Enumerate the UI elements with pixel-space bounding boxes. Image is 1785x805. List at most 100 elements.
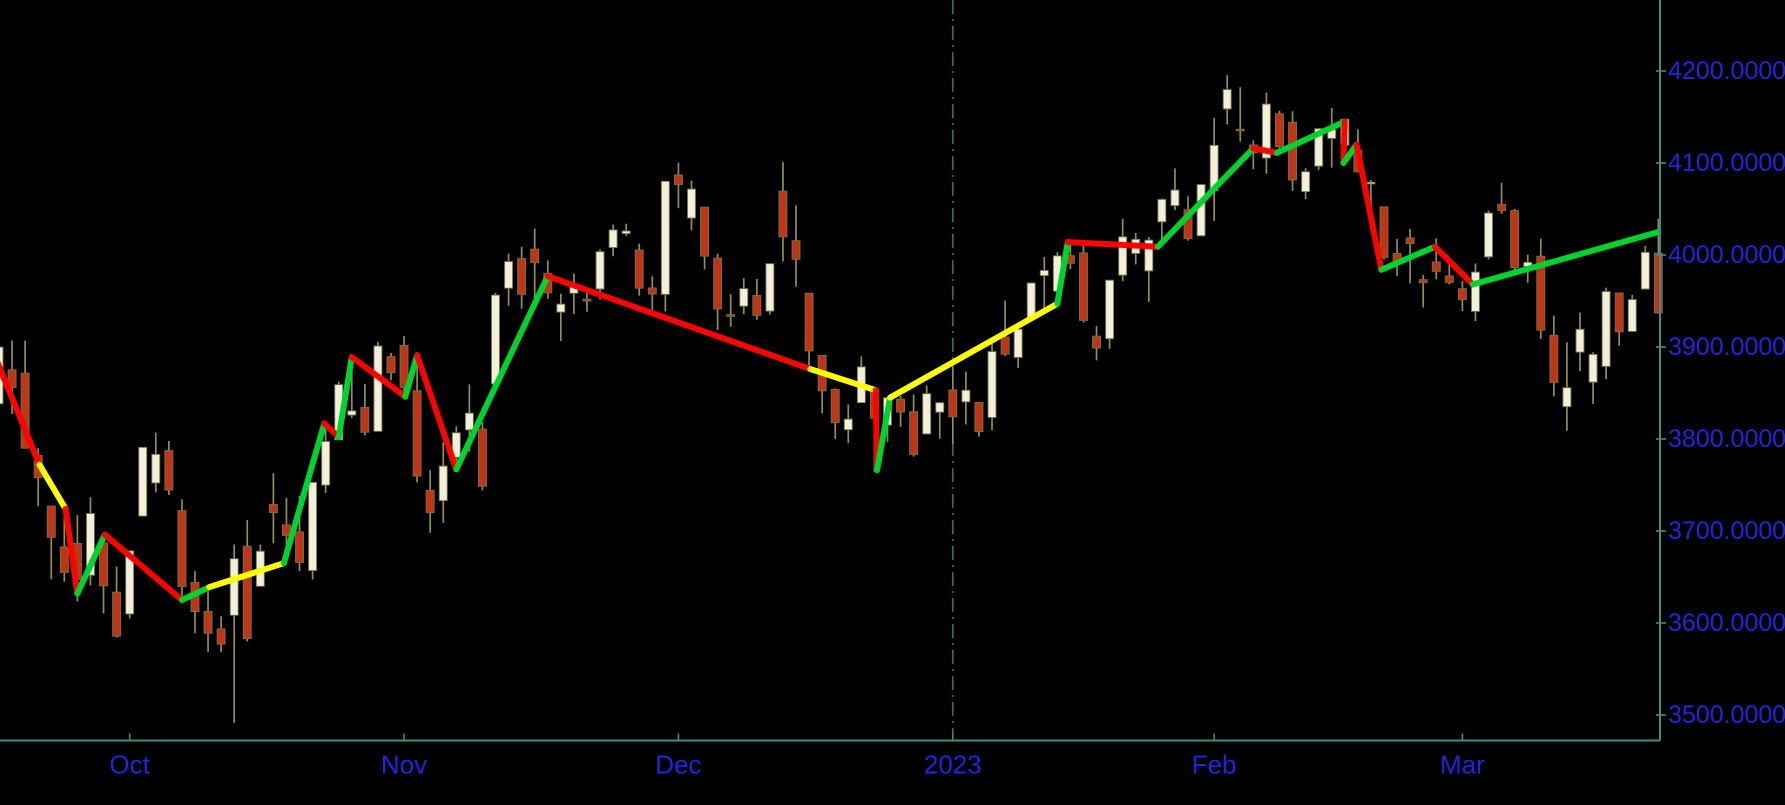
candle bbox=[504, 253, 514, 306]
zigzag-segment-red bbox=[0, 360, 43, 468]
zigzag-segment-red bbox=[544, 273, 814, 373]
candle-body-down bbox=[1079, 252, 1088, 321]
candle-body-down bbox=[1457, 288, 1467, 301]
candle bbox=[1013, 328, 1023, 368]
candle-body-up bbox=[556, 303, 566, 313]
candle-body-down bbox=[216, 628, 226, 645]
y-axis-label: 3800.0000 bbox=[1668, 425, 1785, 453]
candle bbox=[896, 396, 906, 427]
candle-body-down bbox=[20, 372, 30, 449]
candle bbox=[1105, 279, 1115, 349]
candle bbox=[1079, 241, 1088, 323]
candle-body-down bbox=[1092, 335, 1101, 349]
candle-body-up bbox=[1157, 198, 1167, 223]
candle-body-up bbox=[321, 441, 331, 486]
candle bbox=[164, 440, 174, 495]
zigzag-segment-yellow bbox=[206, 560, 287, 591]
candle bbox=[229, 544, 239, 723]
candle-body-up bbox=[843, 418, 853, 431]
candle bbox=[242, 519, 252, 642]
candle-body-up bbox=[464, 412, 474, 431]
candle bbox=[425, 470, 435, 533]
zigzag-segment-yellow bbox=[36, 461, 69, 512]
candle bbox=[1000, 300, 1010, 356]
candle bbox=[517, 246, 527, 309]
candle bbox=[634, 243, 644, 296]
candle bbox=[1601, 287, 1611, 380]
candle bbox=[1301, 168, 1311, 200]
candle bbox=[1640, 245, 1650, 290]
zigzag-segment-green bbox=[402, 352, 421, 400]
candle bbox=[987, 341, 997, 431]
candle bbox=[739, 278, 749, 315]
candle-body-down bbox=[1405, 237, 1415, 245]
candle bbox=[1275, 110, 1284, 153]
y-axis-label: 3900.0000 bbox=[1668, 333, 1785, 361]
candle bbox=[961, 371, 971, 425]
candle bbox=[778, 162, 788, 262]
zigzag-segment-red bbox=[1250, 145, 1280, 156]
candle bbox=[922, 385, 932, 435]
candle bbox=[1484, 210, 1493, 260]
candle bbox=[595, 249, 605, 300]
zigzag-segment-yellow bbox=[887, 300, 1061, 401]
candle-body-down bbox=[242, 545, 252, 639]
zigzag-segment-red bbox=[414, 352, 460, 473]
candle-body-up bbox=[138, 446, 148, 517]
zigzag-segment-green bbox=[874, 394, 894, 474]
zigzag-segment-red bbox=[348, 354, 409, 400]
candle bbox=[1457, 281, 1467, 312]
candle bbox=[216, 616, 226, 653]
candle-body-down bbox=[673, 174, 683, 185]
y-axis-label: 4100.0000 bbox=[1668, 149, 1785, 177]
candle-body-down bbox=[1549, 334, 1559, 383]
candle bbox=[151, 432, 161, 493]
candle bbox=[687, 180, 696, 231]
zigzag-segment-green bbox=[1054, 239, 1071, 307]
candle-body-up bbox=[1314, 128, 1324, 167]
candle bbox=[647, 276, 657, 313]
y-axis-label: 4000.0000 bbox=[1668, 241, 1785, 269]
candle bbox=[1418, 274, 1428, 308]
candle-body-down bbox=[830, 389, 840, 424]
candle-body-up bbox=[935, 402, 945, 413]
candle bbox=[935, 402, 945, 439]
zigzag-segment-red bbox=[101, 531, 185, 603]
candle bbox=[1627, 294, 1637, 332]
candle bbox=[765, 263, 775, 315]
candle-body-up bbox=[229, 558, 239, 616]
candle-body-up bbox=[1575, 328, 1585, 353]
candle-body-down bbox=[477, 428, 487, 487]
candle-body-down bbox=[177, 510, 187, 587]
candle-body-down bbox=[582, 298, 592, 302]
candle-body-down bbox=[399, 344, 409, 388]
candle-body-up bbox=[373, 345, 383, 432]
candle bbox=[268, 473, 278, 544]
candle bbox=[1536, 238, 1546, 339]
candle bbox=[412, 352, 422, 483]
candle bbox=[1222, 75, 1232, 125]
candle-body-up bbox=[687, 188, 696, 219]
candle-body-up bbox=[1301, 171, 1311, 193]
candle bbox=[1575, 312, 1585, 372]
candle bbox=[974, 402, 984, 437]
candle bbox=[138, 446, 148, 517]
candle-body-down bbox=[412, 390, 422, 477]
candle-body-down bbox=[517, 258, 527, 295]
candle bbox=[791, 205, 801, 287]
candle bbox=[59, 516, 69, 582]
candle-body-down bbox=[1444, 275, 1454, 283]
candle-body-up bbox=[1627, 299, 1637, 332]
candle-body-up bbox=[347, 410, 357, 416]
zigzag-segment-red bbox=[1064, 239, 1161, 250]
candle-body-down bbox=[295, 531, 304, 563]
candle-body-down bbox=[530, 248, 540, 264]
plot-area[interactable] bbox=[0, 0, 1660, 741]
candle bbox=[399, 336, 409, 400]
candle-body-down bbox=[164, 450, 174, 491]
candle bbox=[386, 352, 396, 381]
zigzag-segment-red bbox=[62, 505, 81, 597]
candle bbox=[1471, 263, 1480, 322]
candle-body-up bbox=[125, 550, 135, 615]
